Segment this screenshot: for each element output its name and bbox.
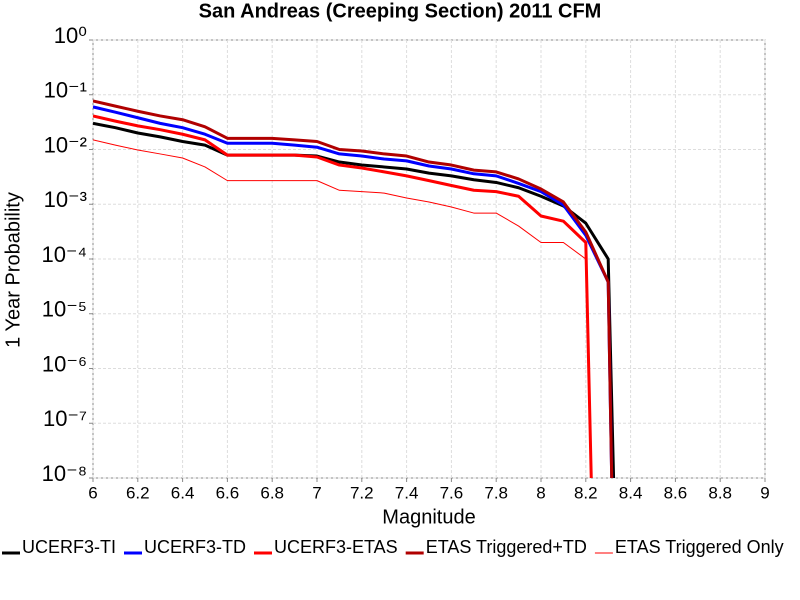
y-tick-label: 10⁻⁵: [42, 297, 87, 322]
y-tick-label: 10⁻²: [44, 132, 87, 157]
legend-item: UCERF3-TI: [2, 537, 116, 557]
legend-item: UCERF3-TD: [124, 537, 246, 557]
plot-lines: [93, 99, 616, 478]
x-tick-label: 8.2: [574, 483, 598, 502]
y-tick-label: 10⁻⁶: [42, 351, 87, 376]
x-tick-label: 8.4: [619, 483, 643, 502]
x-tick-label: 7.8: [484, 483, 508, 502]
x-tick-label: 6.6: [216, 483, 240, 502]
y-tick-label: 10⁻⁷: [43, 406, 87, 431]
legend-label: ETAS Triggered+TD: [426, 537, 587, 557]
x-tick-label: 6.8: [260, 483, 284, 502]
x-tick-label: 8: [536, 483, 545, 502]
legend-label: UCERF3-ETAS: [274, 537, 398, 557]
chart-title: San Andreas (Creeping Section) 2011 CFM: [199, 0, 602, 22]
legend-label: UCERF3-TD: [144, 537, 246, 557]
y-tick-label: 10⁻¹: [44, 78, 87, 103]
y-axis-label: 1 Year Probability: [2, 192, 24, 348]
y-tick-label: 10⁻⁴: [41, 242, 87, 267]
x-tick-label: 7: [312, 483, 321, 502]
x-tick-label: 7.6: [440, 483, 464, 502]
y-tick-label: 10⁰: [54, 23, 87, 48]
line: [93, 114, 593, 478]
line: [93, 121, 616, 478]
x-tick-label: 6: [88, 483, 97, 502]
x-tick-label: 7.4: [395, 483, 419, 502]
grid: [92, 39, 766, 479]
y-tick-label: 10⁻³: [44, 187, 87, 212]
legend-item: UCERF3-ETAS: [254, 537, 398, 557]
line: [93, 105, 614, 478]
legend-label: UCERF3-TI: [22, 537, 116, 557]
y-tick-label: 10⁻⁸: [42, 461, 87, 486]
line: [93, 99, 614, 478]
x-axis-label: Magnitude: [382, 506, 475, 528]
legend-item: ETAS Triggered+TD: [405, 537, 587, 557]
legend-item: ETAS Triggered Only: [594, 537, 784, 557]
x-tick-label: 6.4: [171, 483, 195, 502]
x-tick-label: 6.2: [126, 483, 150, 502]
x-tick-label: 8.8: [708, 483, 732, 502]
x-tick-label: 7.2: [350, 483, 374, 502]
legend-label: ETAS Triggered Only: [615, 537, 784, 557]
line: [93, 139, 587, 260]
x-tick-label: 8.6: [664, 483, 688, 502]
x-tick-label: 9: [760, 483, 769, 502]
